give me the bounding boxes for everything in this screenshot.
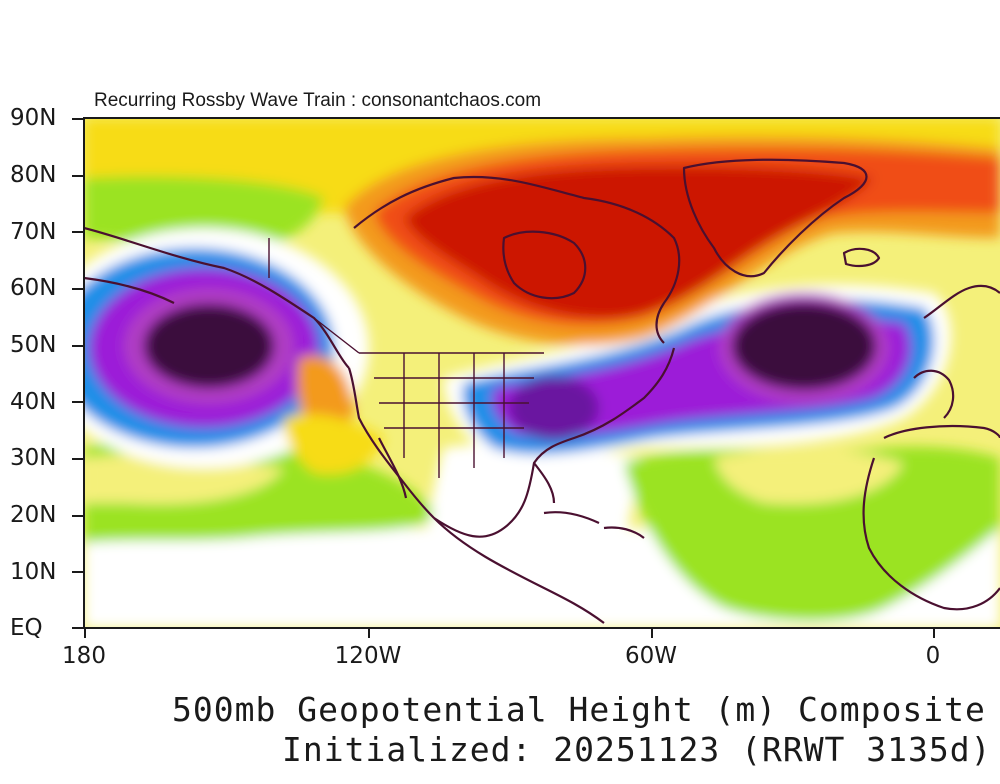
political-boundaries — [268, 238, 544, 478]
latitude-label: 80N — [10, 162, 57, 188]
longitude-tick — [84, 628, 86, 638]
latitude-label: 10N — [10, 559, 57, 585]
coastlines — [84, 158, 1000, 624]
latitude-tick — [72, 401, 84, 403]
map-top-border — [84, 117, 1000, 119]
latitude-tick — [72, 571, 84, 573]
latitude-tick — [72, 118, 84, 120]
latitude-label: 40N — [10, 389, 57, 415]
latitude-label: 50N — [10, 332, 57, 358]
map-title: Recurring Rossby Wave Train : consonantc… — [94, 90, 542, 111]
longitude-tick — [368, 628, 370, 638]
map-bottom-border — [84, 627, 1000, 629]
longitude-label: 0 — [925, 643, 941, 669]
latitude-tick — [72, 458, 84, 460]
latitude-tick — [72, 345, 84, 347]
latitude-tick — [72, 231, 84, 233]
latitude-label: 30N — [10, 445, 57, 471]
map-canvas — [84, 118, 1000, 628]
latitude-tick — [72, 627, 84, 629]
longitude-tick — [933, 628, 935, 638]
latitude-label: 60N — [10, 275, 57, 301]
contour-fills — [84, 118, 1000, 628]
latitude-tick — [72, 175, 84, 177]
longitude-label: 60W — [624, 643, 678, 669]
latitude-tick — [72, 515, 84, 517]
latitude-label: 70N — [10, 219, 57, 245]
latitude-label: EQ — [10, 615, 43, 641]
latitude-label: 90N — [10, 105, 57, 131]
longitude-label: 180 — [62, 643, 106, 669]
longitude-tick — [651, 628, 653, 638]
caption-variable: 500mb Geopotential Height (m) Composite — [172, 690, 986, 729]
caption-initialized: Initialized: 20251123 (RRWT 3135d) — [282, 730, 992, 769]
height-anomaly-map — [84, 118, 1000, 628]
map-left-border — [83, 117, 85, 629]
longitude-label: 120W — [334, 643, 402, 669]
latitude-label: 20N — [10, 502, 57, 528]
latitude-tick — [72, 288, 84, 290]
